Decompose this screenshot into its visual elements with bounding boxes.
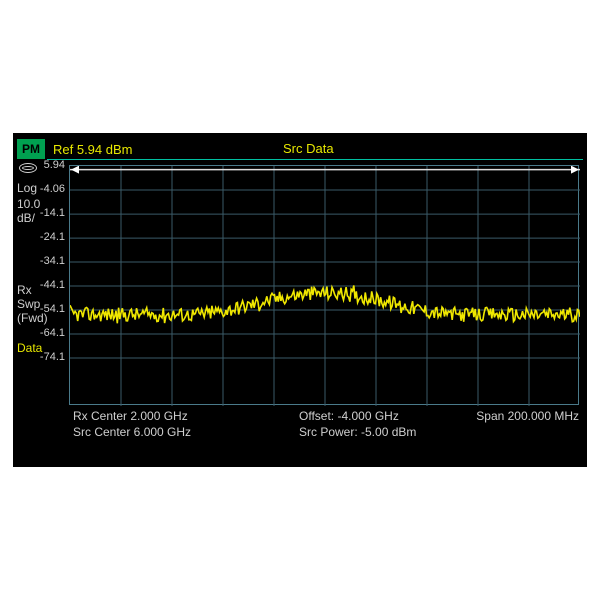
- ref-level-label: Ref 5.94 dBm: [53, 142, 133, 157]
- y-tick-label: 5.94: [35, 159, 65, 171]
- analyzer-screen: PM Ref 5.94 dBm Src Data Log 10.0 dB/ Rx…: [13, 133, 587, 467]
- scale-unit: dB/: [17, 211, 35, 225]
- frame: PM Ref 5.94 dBm Src Data Log 10.0 dB/ Rx…: [0, 0, 600, 600]
- span-label: Span 200.000 MHz: [476, 409, 579, 423]
- rx-center-label: Rx Center 2.000 GHz: [73, 409, 188, 423]
- y-tick-label: -4.06: [35, 183, 65, 195]
- pm-badge: PM: [17, 139, 45, 159]
- src-power-label: Src Power: -5.00 dBm: [299, 425, 416, 439]
- top-bar: PM Ref 5.94 dBm: [17, 139, 133, 159]
- y-tick-label: -44.1: [35, 279, 65, 291]
- y-tick-label: -34.1: [35, 255, 65, 267]
- src-center-label: Src Center 6.000 GHz: [73, 425, 191, 439]
- y-tick-label: -24.1: [35, 231, 65, 243]
- header-separator: [47, 159, 583, 160]
- offset-label: Offset: -4.000 GHz: [299, 409, 399, 423]
- src-data-label: Src Data: [283, 141, 334, 156]
- y-tick-label: -14.1: [35, 207, 65, 219]
- y-tick-label: -64.1: [35, 327, 65, 339]
- y-tick-label: -54.1: [35, 303, 65, 315]
- y-tick-label: -74.1: [35, 351, 65, 363]
- rx-label-1: Rx: [17, 283, 32, 297]
- spectrum-plot[interactable]: [69, 165, 579, 405]
